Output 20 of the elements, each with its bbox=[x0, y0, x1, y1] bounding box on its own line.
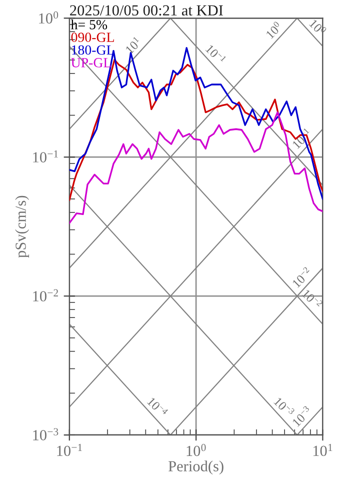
annotation: 10$^{−2}$ bbox=[302, 288, 324, 310]
y-tick-label: 10$^{−1}$ bbox=[33, 150, 58, 162]
x-tick-label: 10$^{−1}$ bbox=[57, 444, 82, 456]
annotation: 10$^{−4}$ bbox=[146, 396, 169, 418]
series-label: 090-GL bbox=[71, 32, 114, 42]
chart-title: 2025/10/05 00:21 at KDI bbox=[70, 5, 223, 16]
x-tick-label: 10$^{1}$ bbox=[313, 444, 332, 456]
annotation: 10$^{−2}$ bbox=[290, 266, 312, 288]
y-tick-label: 10$^{−2}$ bbox=[33, 289, 58, 302]
annotation: 10$^{−3}$ bbox=[274, 396, 296, 418]
y-tick-label: 10$^{0}$ bbox=[39, 11, 58, 24]
annotation: 10$^{1}$ bbox=[124, 36, 142, 54]
y-tick-label: 10$^{−3}$ bbox=[33, 428, 58, 440]
annotation: 10$^{0}$ bbox=[264, 20, 283, 39]
legend-title: h= 5% bbox=[70, 20, 108, 30]
x-tick-label: 10$^{0}$ bbox=[186, 444, 206, 456]
series-label: 180-GL bbox=[72, 45, 114, 55]
x-axis-title: Period(s) bbox=[168, 460, 224, 474]
annotation: 10$^{−1}$ bbox=[205, 43, 227, 65]
y-axis-title: pSv(cm/s) bbox=[15, 196, 30, 258]
